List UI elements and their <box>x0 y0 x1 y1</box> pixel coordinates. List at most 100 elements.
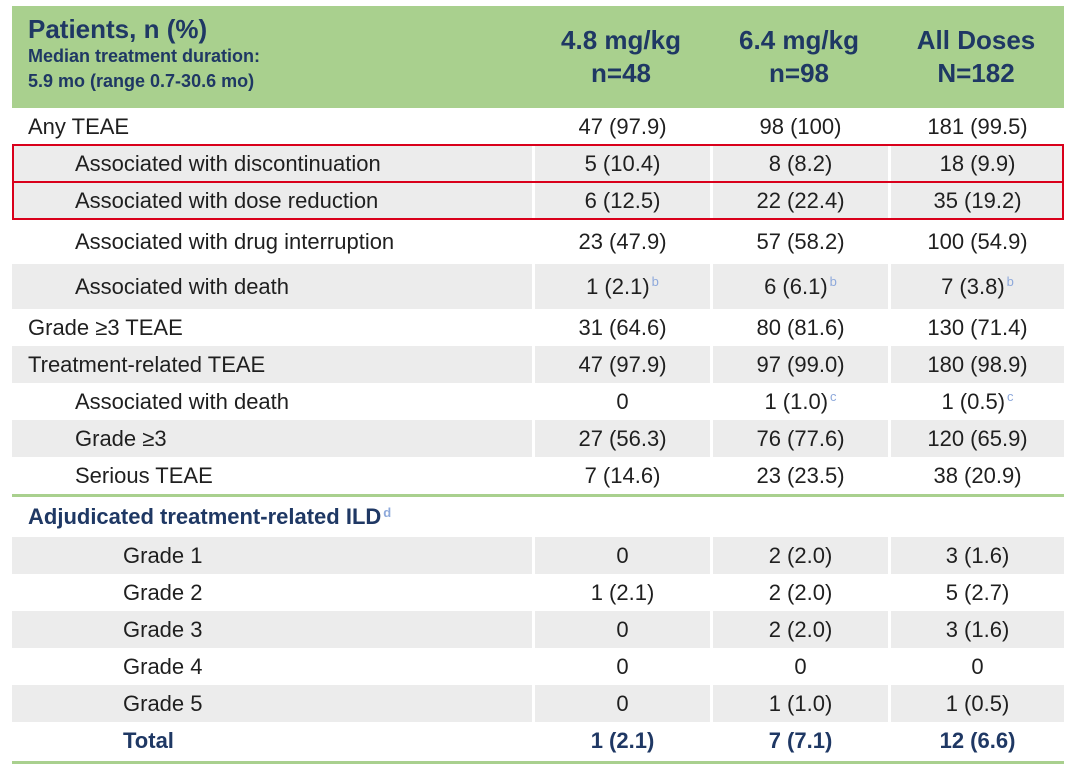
table-subtitle-line2: 5.9 mo (range 0.7-30.6 mo) <box>28 71 255 91</box>
value-text: 1 (1.0) <box>764 388 829 414</box>
value-cell: 120 (65.9) <box>888 420 1064 457</box>
column-dose: All Doses <box>916 25 1036 55</box>
value-cell: 76 (77.6) <box>710 420 888 457</box>
value-cell: 7 (14.6) <box>532 457 710 494</box>
value-cell: 0 <box>532 383 710 420</box>
column-header-6-4: 6.4 mg/kg n=98 <box>710 6 888 108</box>
header-label-cell: Patients, n (%) Median treatment duratio… <box>12 6 532 108</box>
value-cell: 0 <box>532 685 710 722</box>
value-text: 47 (97.9) <box>578 351 667 377</box>
value-cell: 1 (2.1) <box>532 722 710 759</box>
value-cell: 1 (0.5) c <box>888 383 1064 420</box>
row-label: Grade 5 <box>12 685 532 722</box>
column-header-all: All Doses N=182 <box>888 6 1064 108</box>
value-text: 76 (77.6) <box>756 425 845 451</box>
value-cell: 1 (1.0) <box>710 685 888 722</box>
value-cell: 23 (47.9) <box>532 219 710 264</box>
value-cell: 180 (98.9) <box>888 346 1064 383</box>
value-text: 0 <box>616 690 629 716</box>
row-label: Grade ≥3 TEAE <box>28 314 183 340</box>
value-text: 1 (2.1) <box>590 579 655 605</box>
value-text: 0 <box>616 616 629 642</box>
value-text: 7 (3.8) <box>941 273 1005 299</box>
value-text: 47 (97.9) <box>578 113 667 139</box>
column-n: n=48 <box>591 58 651 88</box>
value-cell: 130 (71.4) <box>888 309 1064 346</box>
value-text: 0 <box>616 388 629 414</box>
value-cell: 3 (1.6) <box>888 537 1064 574</box>
value-text: 3 (1.6) <box>945 542 1010 568</box>
table-body: Any TEAE 47 (97.9) 98 (100) 181 (99.5) Assoc… <box>12 108 1064 764</box>
value-cell: 2 (2.0) <box>710 537 888 574</box>
value-text: 2 (2.0) <box>768 616 833 642</box>
table-row: Grade 5 0 1 (1.0) 1 (0.5) <box>12 685 1064 722</box>
value-text: 2 (2.0) <box>768 579 833 605</box>
table-row: Grade 2 1 (2.1) 2 (2.0) 5 (2.7) <box>12 574 1064 611</box>
value-text: 2 (2.0) <box>768 542 833 568</box>
table-row: Associated with death 0 1 (1.0) c 1 (0.5) c <box>12 383 1064 420</box>
row-label: Grade 2 <box>123 579 203 605</box>
value-cell: 18 (9.9) <box>888 145 1064 182</box>
footnote-marker: c <box>830 389 837 404</box>
value-text: 7 (7.1) <box>768 727 833 753</box>
table-row: Grade 1 0 2 (2.0) 3 (1.6) <box>12 537 1064 574</box>
row-label: Associated with death <box>12 264 532 309</box>
value-text: 38 (20.9) <box>933 462 1022 488</box>
row-label: Grade 1 <box>12 537 532 574</box>
footnote-marker: b <box>829 274 837 289</box>
column-n: n=98 <box>769 58 829 88</box>
row-label: Serious TEAE <box>75 462 213 488</box>
row-label: Grade 4 <box>123 653 203 679</box>
value-text: 35 (19.2) <box>933 187 1022 213</box>
value-cell: 1 (2.1) <box>532 574 710 611</box>
column-dose: 6.4 mg/kg <box>739 25 859 55</box>
value-text: 120 (65.9) <box>927 425 1028 451</box>
value-text: 97 (99.0) <box>756 351 845 377</box>
table-row: Grade 4 0 0 0 <box>12 648 1064 685</box>
row-label: Associated with discontinuation <box>12 145 532 182</box>
value-cell: 3 (1.6) <box>888 611 1064 648</box>
ild-section-header: Adjudicated treatment-related ILD d <box>12 494 1064 537</box>
table-row: Associated with drug interruption 23 (47.… <box>12 219 1064 264</box>
value-cell: 23 (23.5) <box>710 457 888 494</box>
value-text: 5 (2.7) <box>945 579 1010 605</box>
table-row: Grade 3 0 2 (2.0) 3 (1.6) <box>12 611 1064 648</box>
value-cell: 5 (10.4) <box>532 145 710 182</box>
table-row: Serious TEAE 7 (14.6) 23 (23.5) 38 (20.9) <box>12 457 1064 494</box>
value-text: 1 (1.0) <box>768 690 833 716</box>
value-text: 1 (0.5) <box>945 690 1010 716</box>
value-text: 1 (0.5) <box>941 388 1006 414</box>
row-label: Any TEAE <box>28 113 130 139</box>
value-cell: 80 (81.6) <box>710 309 888 346</box>
value-text: 1 (2.1) <box>586 273 650 299</box>
ild-title-text: Adjudicated treatment-related ILD <box>28 504 382 529</box>
value-cell: 5 (2.7) <box>888 574 1064 611</box>
footnote-marker: c <box>1007 389 1014 404</box>
value-cell: 22 (22.4) <box>710 182 888 219</box>
value-cell: 1 (1.0) c <box>710 383 888 420</box>
value-text: 57 (58.2) <box>756 228 845 254</box>
value-cell: 8 (8.2) <box>710 145 888 182</box>
value-text: 27 (56.3) <box>578 425 667 451</box>
value-cell: 57 (58.2) <box>710 219 888 264</box>
row-label: Associated with death <box>75 388 290 414</box>
table-row: Associated with discontinuation 5 (10.4) 8… <box>12 145 1064 182</box>
table-row: Total 1 (2.1) 7 (7.1) 12 (6.6) <box>12 722 1064 759</box>
table-subtitle-line1: Median treatment duration: <box>28 46 261 66</box>
table-header: Patients, n (%) Median treatment duratio… <box>12 6 1064 108</box>
table-row: Associated with death 1 (2.1) b 6 (6.1) b 7 (… <box>12 264 1064 309</box>
column-header-4-8: 4.8 mg/kg n=48 <box>532 6 710 108</box>
value-text: 100 (54.9) <box>927 228 1028 254</box>
value-cell: 0 <box>710 648 888 685</box>
value-cell: 2 (2.0) <box>710 611 888 648</box>
adverse-events-table: Patients, n (%) Median treatment duratio… <box>12 6 1064 764</box>
footnote-marker: b <box>651 274 659 289</box>
row-label: Associated with drug interruption <box>75 228 395 254</box>
row-label: Grade ≥3 <box>12 420 532 457</box>
row-label: Grade 3 <box>12 611 532 648</box>
value-text: 80 (81.6) <box>756 314 845 340</box>
value-cell: 0 <box>532 611 710 648</box>
table-row: Grade ≥3 TEAE 31 (64.6) 80 (81.6) 130 (71.4… <box>12 309 1064 346</box>
footnote-marker: d <box>383 504 392 520</box>
value-text: 6 (6.1) <box>764 273 828 299</box>
